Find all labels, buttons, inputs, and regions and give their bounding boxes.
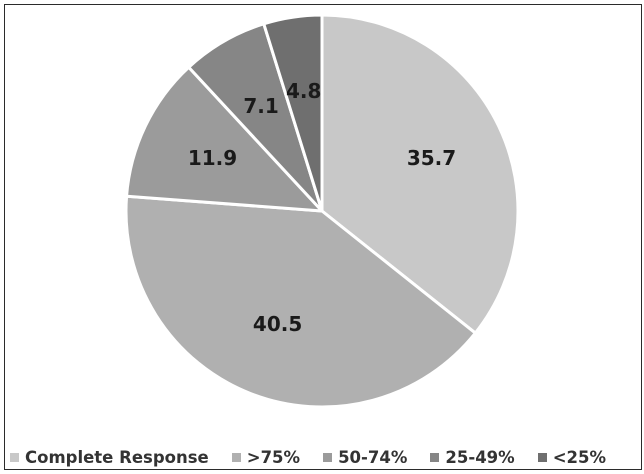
data-label-2: 40.5 [253, 312, 302, 336]
legend-swatch-5 [537, 452, 547, 462]
legend-swatch-3 [323, 452, 333, 462]
pie-slices [124, 13, 520, 409]
legend-item-4: 25-49% [430, 447, 515, 467]
pie-data-labels: 35.7 40.5 11.9 7.1 4.8 [188, 79, 456, 336]
data-label-3: 11.9 [188, 146, 237, 170]
legend-label-4: 25-49% [445, 447, 515, 467]
legend: Complete Response >75% 50-74% 25-49% <25% [10, 444, 640, 470]
data-label-5: 4.8 [286, 79, 321, 103]
data-label-1: 35.7 [407, 146, 456, 170]
legend-label-3: 50-74% [338, 447, 408, 467]
legend-swatch-2 [231, 452, 241, 462]
legend-item-5: <25% [537, 447, 607, 467]
legend-label-5: <25% [552, 447, 607, 467]
legend-item-3: 50-74% [323, 448, 407, 467]
legend-swatch-1 [10, 452, 19, 462]
pie-slice-2 [124, 194, 477, 409]
legend-swatch-4 [430, 452, 440, 462]
pie-slice-1 [320, 13, 520, 335]
pie-slice-3 [125, 65, 324, 213]
legend-label-2: >75% [246, 447, 301, 467]
data-label-4: 7.1 [243, 94, 278, 118]
legend-label-1: Complete Response [25, 447, 209, 467]
pie-slice-5 [262, 13, 324, 213]
legend-item-2: >75% [231, 447, 301, 467]
legend-item-1: Complete Response [10, 448, 209, 467]
